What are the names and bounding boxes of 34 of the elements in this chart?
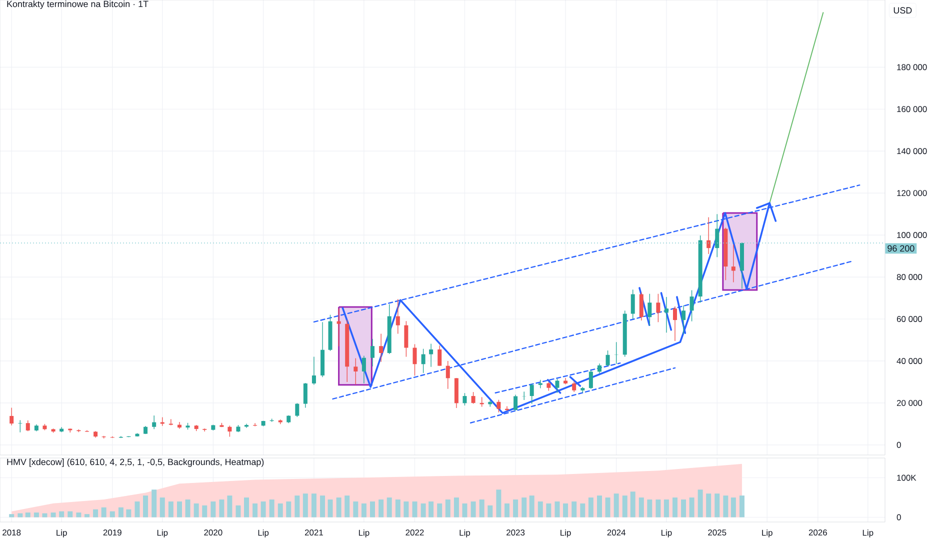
y-tick-label: 180 000 (897, 64, 927, 70)
x-tick-label: 2023 (506, 530, 525, 536)
y-tick-label: 100 000 (897, 232, 927, 238)
y-tick-label: 0 (896, 514, 901, 520)
x-tick-label: 2020 (204, 530, 222, 536)
x-tick-label: Lip (560, 530, 571, 538)
x-tick-label: 2024 (607, 530, 626, 536)
y-tick-label: 160 000 (897, 106, 927, 112)
y-tick-label: 0 (896, 442, 901, 448)
x-tick-label: 2018 (2, 530, 21, 536)
x-tick-label: Lip (157, 530, 168, 538)
x-tick-label: Lip (762, 530, 772, 538)
y-tick-label: 100K (897, 474, 916, 481)
x-tick-label: 2026 (808, 530, 827, 536)
x-tick-label: Lip (56, 530, 67, 538)
y-tick-label: 40 000 (896, 358, 922, 364)
text: USD (894, 7, 912, 14)
x-tick-label: 2019 (103, 530, 122, 536)
y-tick-label: 80 000 (896, 274, 922, 280)
x-tick-label: 2022 (406, 530, 424, 536)
y-tick-label: 120 000 (897, 190, 927, 196)
x-tick-label: Lip (661, 530, 672, 538)
x-tick-label: 2025 (708, 530, 726, 536)
x-tick-label: 2021 (304, 530, 323, 536)
x-tick-label: Lip (258, 530, 269, 538)
x-tick-label: Lip (460, 530, 470, 538)
chart-title: HMV [xdecow] (610, 610, 4, 2,5, 1, -0,5, Backgrounds, Heatmap) (7, 458, 264, 467)
x-tick-label: Lip (862, 530, 874, 538)
y-tick-label: 20 000 (896, 400, 922, 406)
y-tick-label: 140 000 (897, 148, 927, 154)
y-tick-label: 60 000 (896, 316, 922, 322)
ref-line-label: 96 200 (888, 245, 914, 252)
x-tick-label: Lip (358, 530, 370, 538)
chart-title: Kontrakty terminowe na Bitcoin · 1T (7, 0, 148, 9)
